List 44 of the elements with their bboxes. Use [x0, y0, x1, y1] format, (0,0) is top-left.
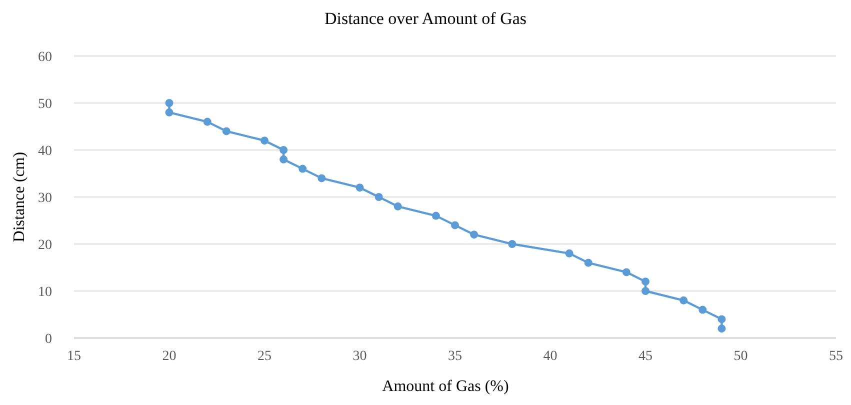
x-axis-title: Amount of Gas (%): [382, 378, 509, 395]
y-tick-label: 60: [38, 50, 52, 65]
point: [718, 324, 726, 333]
point: [451, 221, 459, 230]
point: [165, 99, 174, 107]
x-tick-label: 45: [638, 349, 652, 364]
chart-title: Distance over Amount of Gas: [324, 9, 527, 28]
point: [374, 193, 383, 201]
y-tick-label: 50: [38, 97, 52, 112]
point: [642, 278, 650, 286]
point: [280, 155, 288, 164]
point: [680, 296, 688, 304]
point: [508, 240, 516, 248]
x-tick-label: 40: [543, 349, 558, 364]
x-tick-label: 50: [734, 349, 748, 364]
y-tick-label: 40: [38, 144, 52, 159]
point: [203, 118, 212, 126]
point: [165, 108, 174, 116]
point: [318, 174, 326, 182]
x-tick-label: 30: [352, 349, 367, 364]
x-tick-label: 55: [829, 349, 843, 364]
point: [260, 136, 268, 145]
point: [394, 202, 402, 210]
point: [432, 212, 440, 220]
point: [622, 268, 630, 276]
point: [280, 146, 288, 154]
point: [298, 164, 307, 173]
point: [470, 230, 478, 239]
y-tick-label: 20: [38, 238, 52, 253]
point: [565, 249, 574, 258]
point: [698, 306, 707, 314]
y-tick-label: 30: [38, 191, 52, 206]
x-tick-label: 20: [162, 349, 176, 364]
point: [718, 315, 726, 324]
point: [222, 127, 230, 136]
x-tick-label: 35: [448, 349, 462, 364]
x-tick-label: 25: [258, 349, 272, 364]
point: [642, 287, 650, 295]
point: [584, 258, 592, 267]
y-tick-label: 10: [38, 285, 52, 300]
y-tick-label: 0: [45, 332, 52, 347]
x-tick-label: 15: [67, 349, 81, 364]
y-axis-title: Distance (cm): [11, 152, 28, 242]
point: [356, 184, 364, 192]
